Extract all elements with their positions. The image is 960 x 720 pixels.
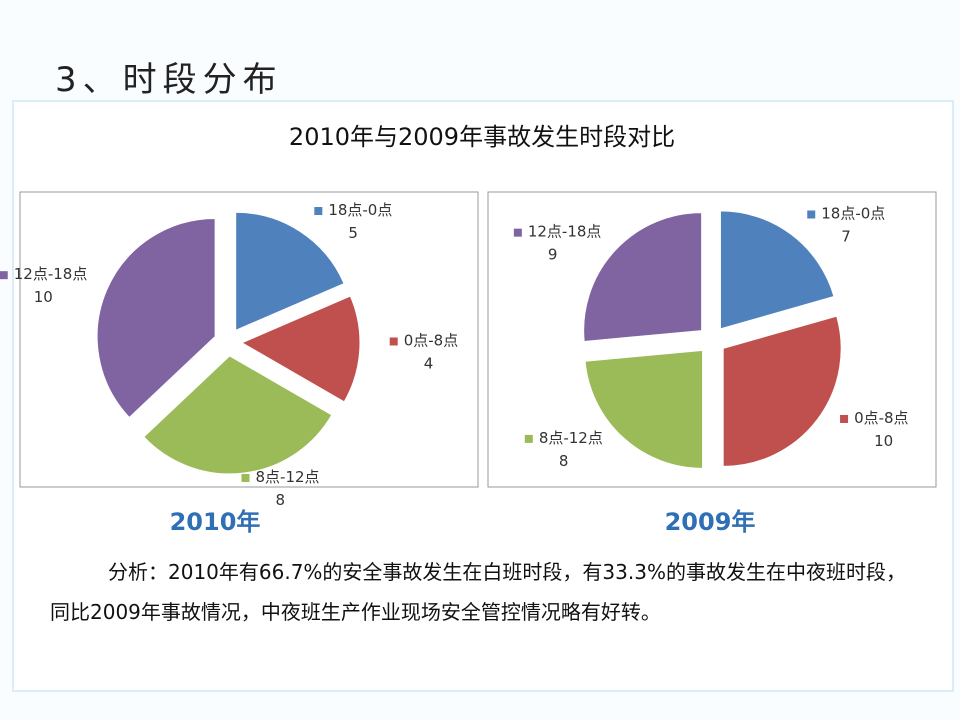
data-label-category: 18点-0点: [328, 201, 392, 219]
chart-caption: 2010年: [170, 508, 261, 536]
data-label-category: 12点-18点: [528, 223, 602, 241]
label-marker: [840, 414, 849, 423]
pie-slice: [235, 211, 345, 332]
label-marker: [524, 434, 533, 443]
data-label-value: 5: [348, 224, 358, 242]
pie-slice: [583, 212, 703, 343]
data-label-value: 7: [841, 227, 851, 245]
slide-heading: 3、时段分布: [55, 60, 283, 100]
pie-slice: [96, 217, 216, 419]
data-label-value: 8: [276, 491, 286, 509]
pie-slice: [722, 315, 842, 467]
label-marker: [389, 337, 398, 346]
pie-slice: [719, 210, 835, 330]
chart-caption: 2009年: [665, 508, 756, 536]
chart-frame: [487, 191, 937, 488]
label-marker: [0, 271, 8, 280]
chart-frame: [19, 191, 479, 488]
pie-slice: [240, 295, 361, 403]
data-label-value: 8: [559, 452, 569, 470]
label-marker: [241, 474, 250, 483]
data-label-category: 0点-8点: [404, 331, 459, 349]
data-label-value: 9: [548, 246, 558, 264]
pie-slice: [584, 349, 704, 469]
data-label-category: 8点-12点: [539, 429, 603, 447]
label-marker: [314, 207, 323, 216]
pie-slice: [143, 355, 333, 475]
data-label-category: 0点-8点: [854, 409, 909, 427]
label-marker: [513, 228, 522, 237]
label-marker: [807, 210, 816, 219]
data-label-value: 10: [34, 288, 53, 306]
data-label-value: 10: [874, 432, 893, 450]
data-label-category: 12点-18点: [14, 265, 88, 283]
data-label-category: 8点-12点: [256, 468, 320, 486]
data-label-category: 18点-0点: [821, 204, 885, 222]
data-label-value: 4: [424, 354, 434, 372]
analysis-text: 分析：2010年有66.7%的安全事故发生在白班时段，有33.3%的事故发生在中…: [50, 560, 906, 624]
chart-title: 2010年与2009年事故发生时段对比: [289, 123, 675, 151]
